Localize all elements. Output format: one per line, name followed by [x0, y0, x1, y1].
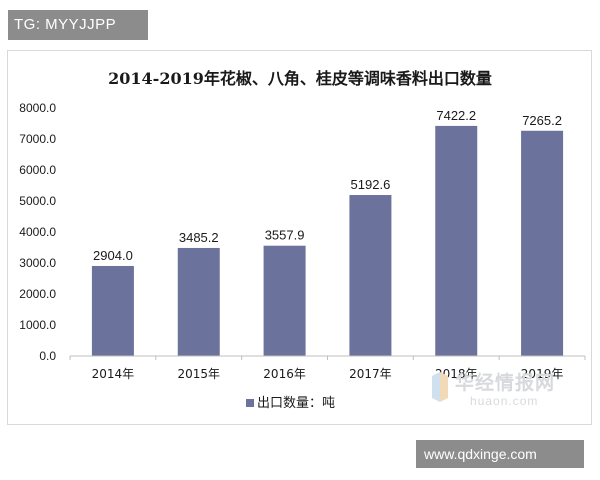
- bar: [435, 125, 478, 356]
- data-label: 3485.2: [179, 230, 219, 245]
- top-tag: TG: MYYJJPP: [8, 10, 148, 40]
- data-label: 5192.6: [351, 177, 391, 192]
- y-tick-label: 5000.0: [19, 194, 56, 208]
- y-tick-label: 0.0: [39, 349, 56, 363]
- x-tick-label: 2014年: [92, 367, 135, 381]
- data-labels: 2904.0 3485.2 3557.9 5192.6 7422.2 7265.2: [93, 108, 562, 263]
- watermark-text: 华经情报网: [455, 372, 556, 394]
- x-tick-label: 2019年: [521, 367, 564, 381]
- data-label: 7265.2: [522, 113, 562, 128]
- legend-swatch: [246, 399, 254, 407]
- y-tick-label: 1000.0: [19, 318, 56, 332]
- y-axis-ticks: 0.0 1000.0 2000.0 3000.0 4000.0 5000.0 6000.0 7…: [19, 101, 56, 363]
- x-tick-label: 2017年: [349, 367, 392, 381]
- bar: [521, 130, 564, 356]
- legend-label: 出口数量：吨: [257, 396, 335, 411]
- y-tick-label: 8000.0: [19, 101, 56, 115]
- data-label: 3557.9: [265, 228, 305, 243]
- y-tick-label: 3000.0: [19, 256, 56, 270]
- data-label: 2904.0: [93, 248, 133, 263]
- watermark-url: huaon.com: [470, 394, 539, 408]
- chart-frame: [7, 50, 592, 425]
- bar-series: [91, 125, 564, 356]
- watermark-logo-icon: [432, 372, 448, 402]
- bar: [91, 265, 134, 356]
- x-tick-label: 2016年: [263, 367, 306, 381]
- y-tick-label: 7000.0: [19, 132, 56, 146]
- bar: [349, 195, 392, 356]
- y-tick-label: 4000.0: [19, 225, 56, 239]
- chart-title: 2014-2019年花椒、八角、桂皮等调味香料出口数量: [108, 69, 492, 88]
- x-tick-label: 2015年: [177, 367, 220, 381]
- bottom-tag: www.qdxinge.com: [416, 440, 584, 468]
- y-tick-label: 2000.0: [19, 287, 56, 301]
- data-label: 7422.2: [436, 108, 476, 123]
- bar: [263, 245, 306, 356]
- y-tick-label: 6000.0: [19, 163, 56, 177]
- bar: [177, 247, 220, 356]
- legend: 出口数量：吨: [246, 396, 335, 411]
